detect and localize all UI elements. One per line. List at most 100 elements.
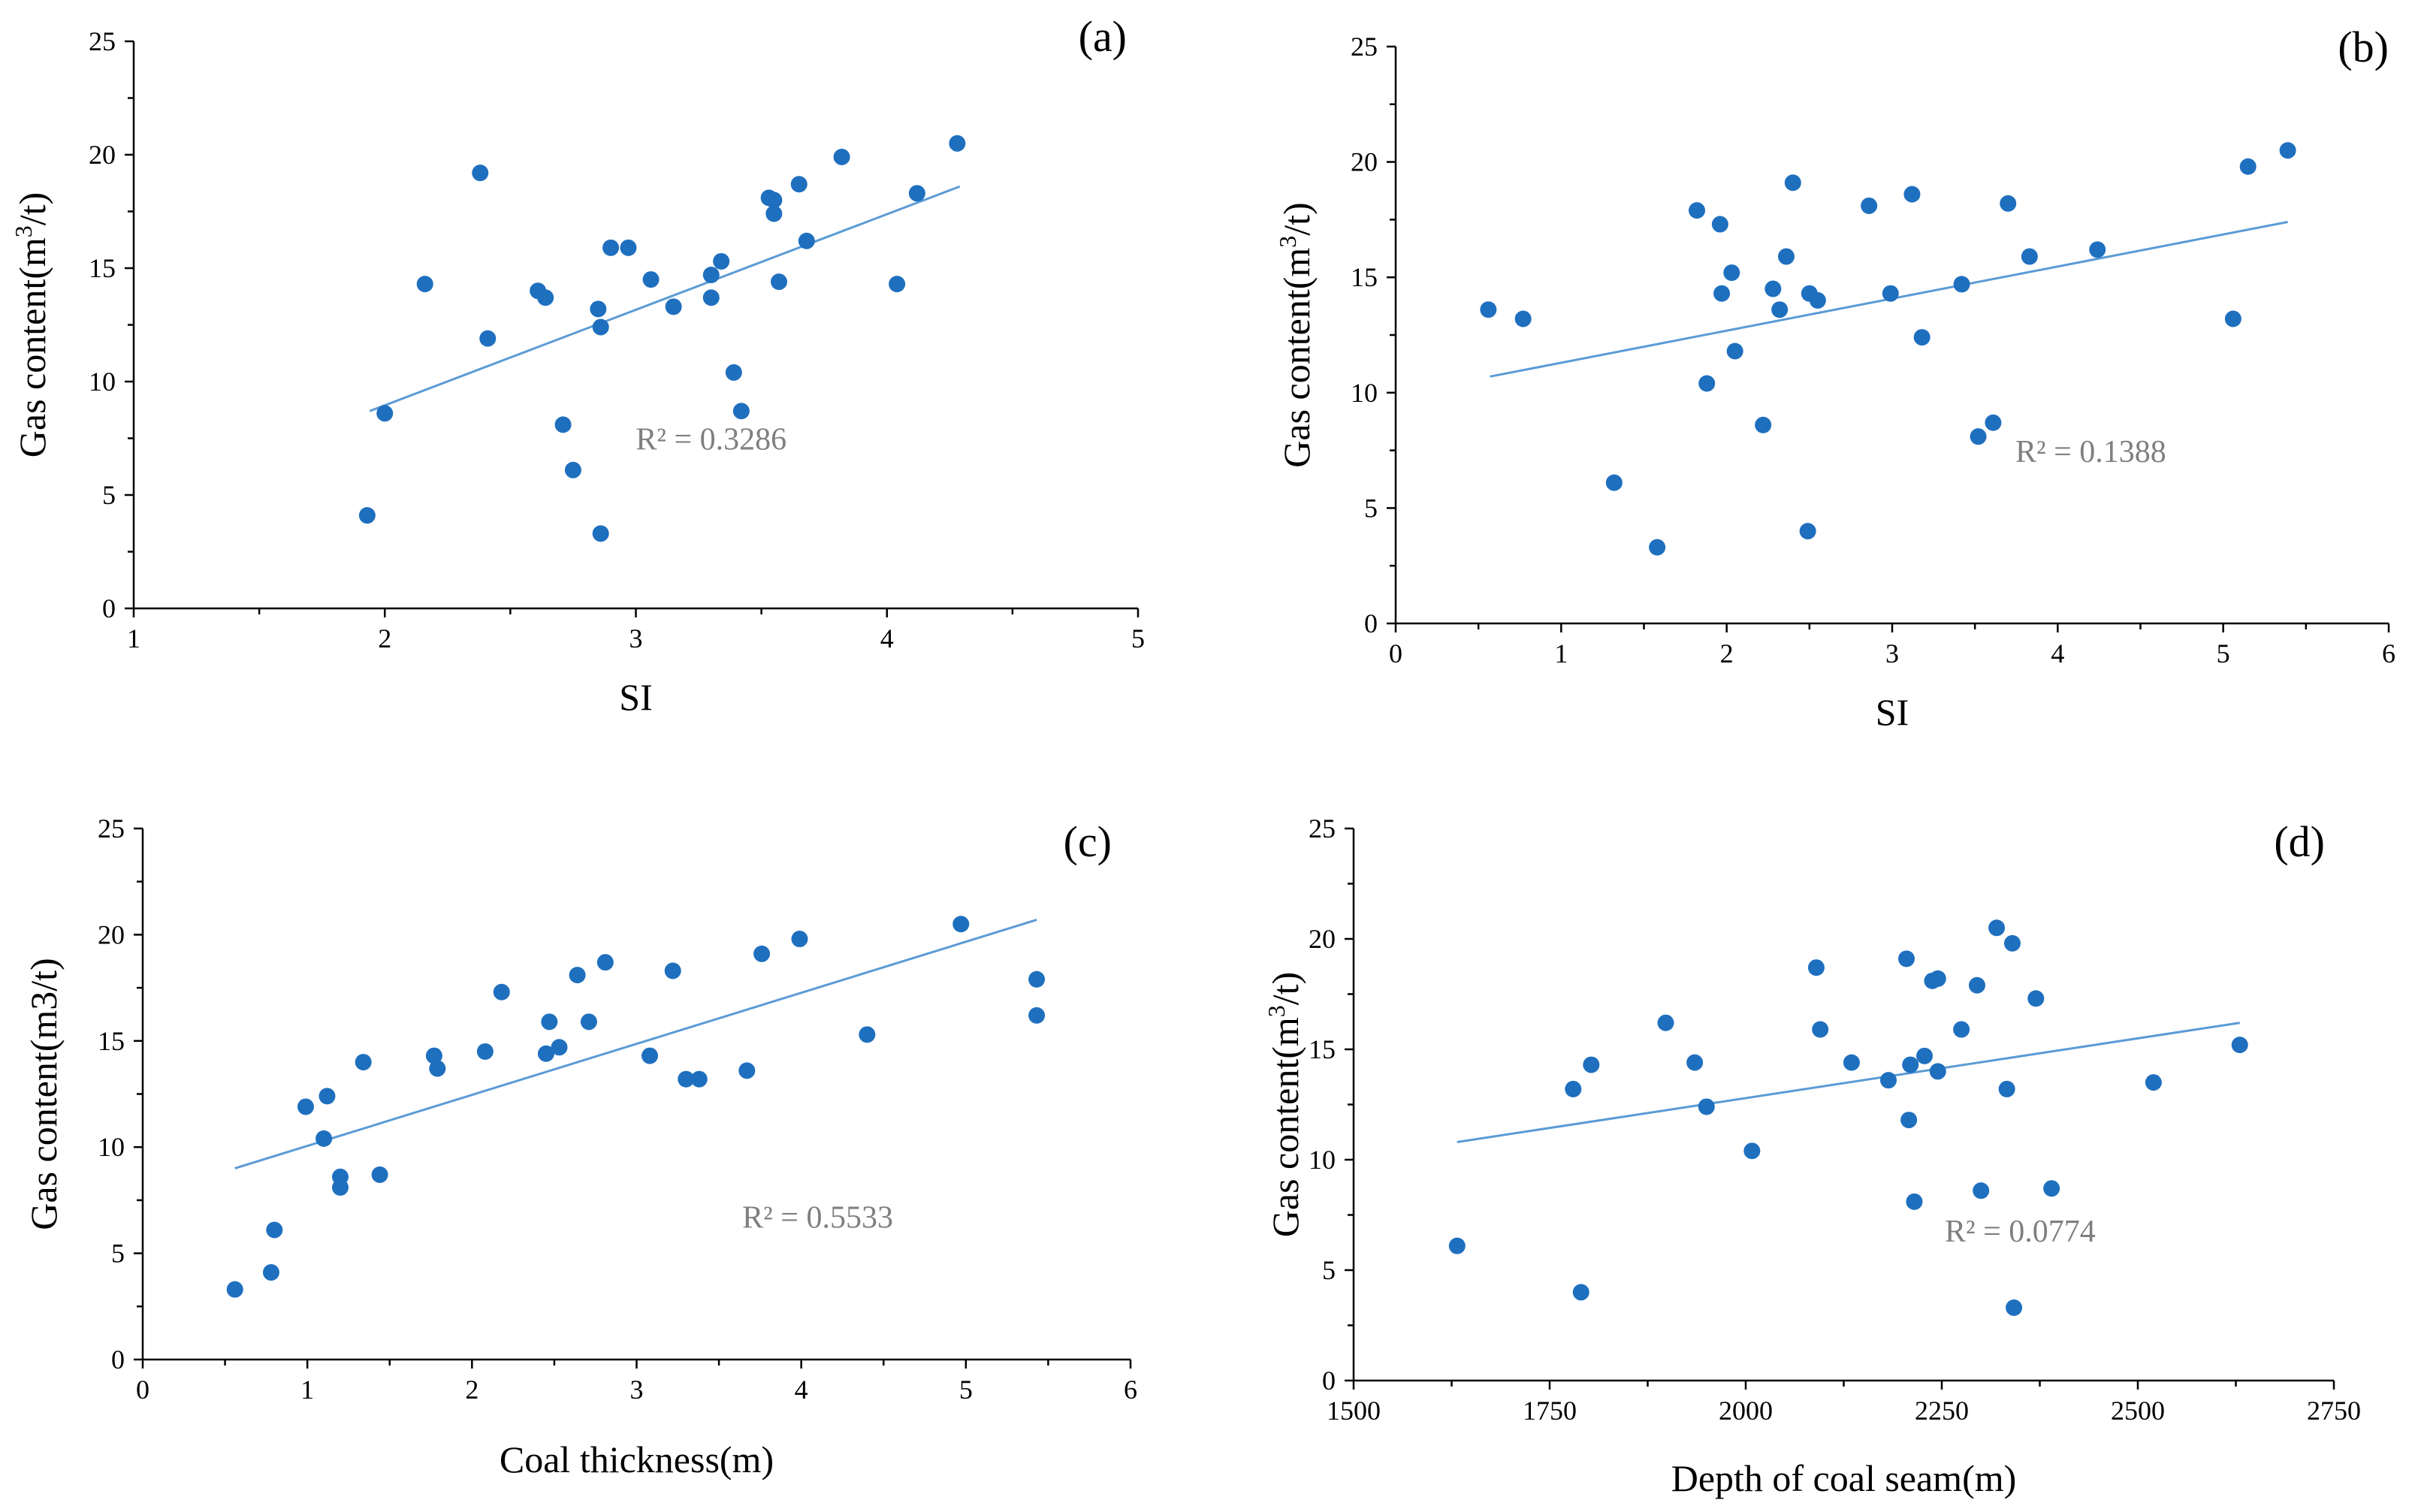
r2-annotation: R² = 0.0774 (1945, 1215, 2096, 1249)
data-point (765, 205, 783, 222)
x-tick-label: 2250 (1915, 1396, 1969, 1426)
x-tick-label: 3 (630, 1375, 644, 1405)
y-tick-label: 25 (1351, 32, 1378, 62)
data-point (678, 1070, 695, 1088)
data-point (1657, 1014, 1674, 1031)
data-point (908, 185, 925, 202)
data-point (765, 192, 783, 209)
y-tick-label: 5 (102, 480, 116, 510)
y-axis-title-sup: 3 (1263, 1005, 1290, 1017)
y-axis-title-sup: 3 (1274, 236, 1301, 248)
y-axis-title: Gas content(m3/t) (1263, 972, 1306, 1237)
x-tick-label: 2 (1720, 638, 1734, 668)
y-tick-label: 15 (89, 253, 116, 283)
y-tick-label: 5 (111, 1239, 125, 1269)
data-point (771, 273, 788, 291)
data-point (1985, 414, 2002, 431)
data-point (416, 276, 433, 293)
data-point (332, 1168, 349, 1185)
data-point (2231, 1037, 2248, 1054)
data-point (665, 298, 682, 315)
x-axis-title: Coal thickness(m) (500, 1438, 774, 1480)
data-point (429, 1060, 446, 1077)
x-tick-label: 1750 (1523, 1396, 1577, 1426)
data-point (376, 405, 394, 422)
y-tick-label: 20 (1351, 147, 1378, 177)
y-tick-label: 25 (1309, 813, 1336, 844)
data-point (596, 954, 614, 971)
y-axis-title-part: Gas content(m (1275, 248, 1318, 468)
data-point (889, 276, 906, 293)
y-axis-title: Gas content(m3/t) (23, 958, 65, 1230)
data-point (1689, 202, 1706, 219)
data-point (1906, 1193, 1923, 1210)
data-point (2000, 195, 2017, 212)
x-tick-label: 4 (2051, 638, 2064, 668)
trendline (1457, 1022, 2240, 1143)
data-point (355, 1054, 372, 1071)
data-point (1448, 1237, 1466, 1254)
data-point (798, 232, 815, 249)
chart-panel-c: 0 1 2 3 4 5 6 0 5 10 15 20 25 Coal thickness(m) Gas co… (23, 813, 1137, 1480)
data-point (1880, 1072, 1897, 1089)
y-axis-title-part: Gas content(m (11, 237, 53, 457)
data-point (1861, 197, 1878, 214)
data-point (2145, 1074, 2162, 1091)
data-point (642, 271, 660, 288)
data-point (1649, 539, 1666, 556)
trendline (234, 919, 1037, 1169)
data-point (1809, 291, 1826, 309)
y-tick-label: 15 (98, 1026, 125, 1056)
data-point (791, 931, 808, 948)
x-tick-label: 3 (1885, 638, 1899, 668)
data-point (551, 1039, 568, 1056)
y-axis-title: Gas content(m3/t) (1274, 202, 1318, 467)
data-point (602, 239, 620, 256)
y-tick-label: 15 (1351, 262, 1378, 292)
data-point (1480, 301, 1497, 318)
panel-label: (a) (1079, 12, 1127, 61)
data-point (1903, 186, 1921, 203)
data-point (425, 1047, 442, 1064)
x-tick-label: 6 (2382, 638, 2395, 668)
y-tick-label: 15 (1309, 1034, 1336, 1064)
data-point (2027, 990, 2045, 1007)
y-tick-label: 20 (1309, 924, 1336, 954)
y-axis-title: Gas content(m3/t) (10, 192, 53, 457)
panel-label: (c) (1064, 817, 1112, 866)
data-point (702, 267, 720, 284)
data-point (2239, 158, 2257, 175)
data-point (493, 983, 510, 1000)
y-axis-title-part: /t) (1264, 972, 1306, 1005)
y-tick-label: 25 (89, 26, 116, 56)
y-tick-label: 0 (111, 1345, 125, 1375)
data-point (262, 1264, 279, 1281)
y-tick-label: 10 (1309, 1145, 1336, 1175)
x-tick-label: 1 (300, 1375, 314, 1405)
data-point (476, 1043, 494, 1060)
data-point (2279, 142, 2296, 159)
data-point (580, 1013, 597, 1031)
x-tick-label: 2500 (2111, 1396, 2165, 1426)
data-point (1698, 1098, 1715, 1115)
y-tick-label: 0 (1364, 608, 1378, 638)
data-point (1970, 428, 1987, 445)
r2-annotation: R² = 0.1388 (2015, 435, 2166, 469)
x-tick-label: 4 (795, 1375, 808, 1405)
y-axis-title-part: /t) (1275, 202, 1318, 235)
data-point (753, 945, 771, 962)
y-tick-label: 10 (98, 1132, 125, 1162)
data-point (1028, 970, 1046, 988)
data-point (1771, 301, 1789, 318)
x-tick-label: 4 (880, 623, 894, 653)
y-tick-label: 5 (1322, 1255, 1336, 1285)
x-tick-label: 1 (1554, 638, 1568, 668)
data-point (554, 416, 572, 433)
data-point (266, 1221, 283, 1239)
y-tick-label: 25 (98, 813, 125, 844)
data-point (537, 1045, 554, 1062)
data-point (1777, 248, 1795, 265)
y-axis-title-part: Gas content(m (1264, 1017, 1306, 1237)
data-point (371, 1166, 388, 1183)
y-tick-label: 10 (1351, 378, 1378, 408)
